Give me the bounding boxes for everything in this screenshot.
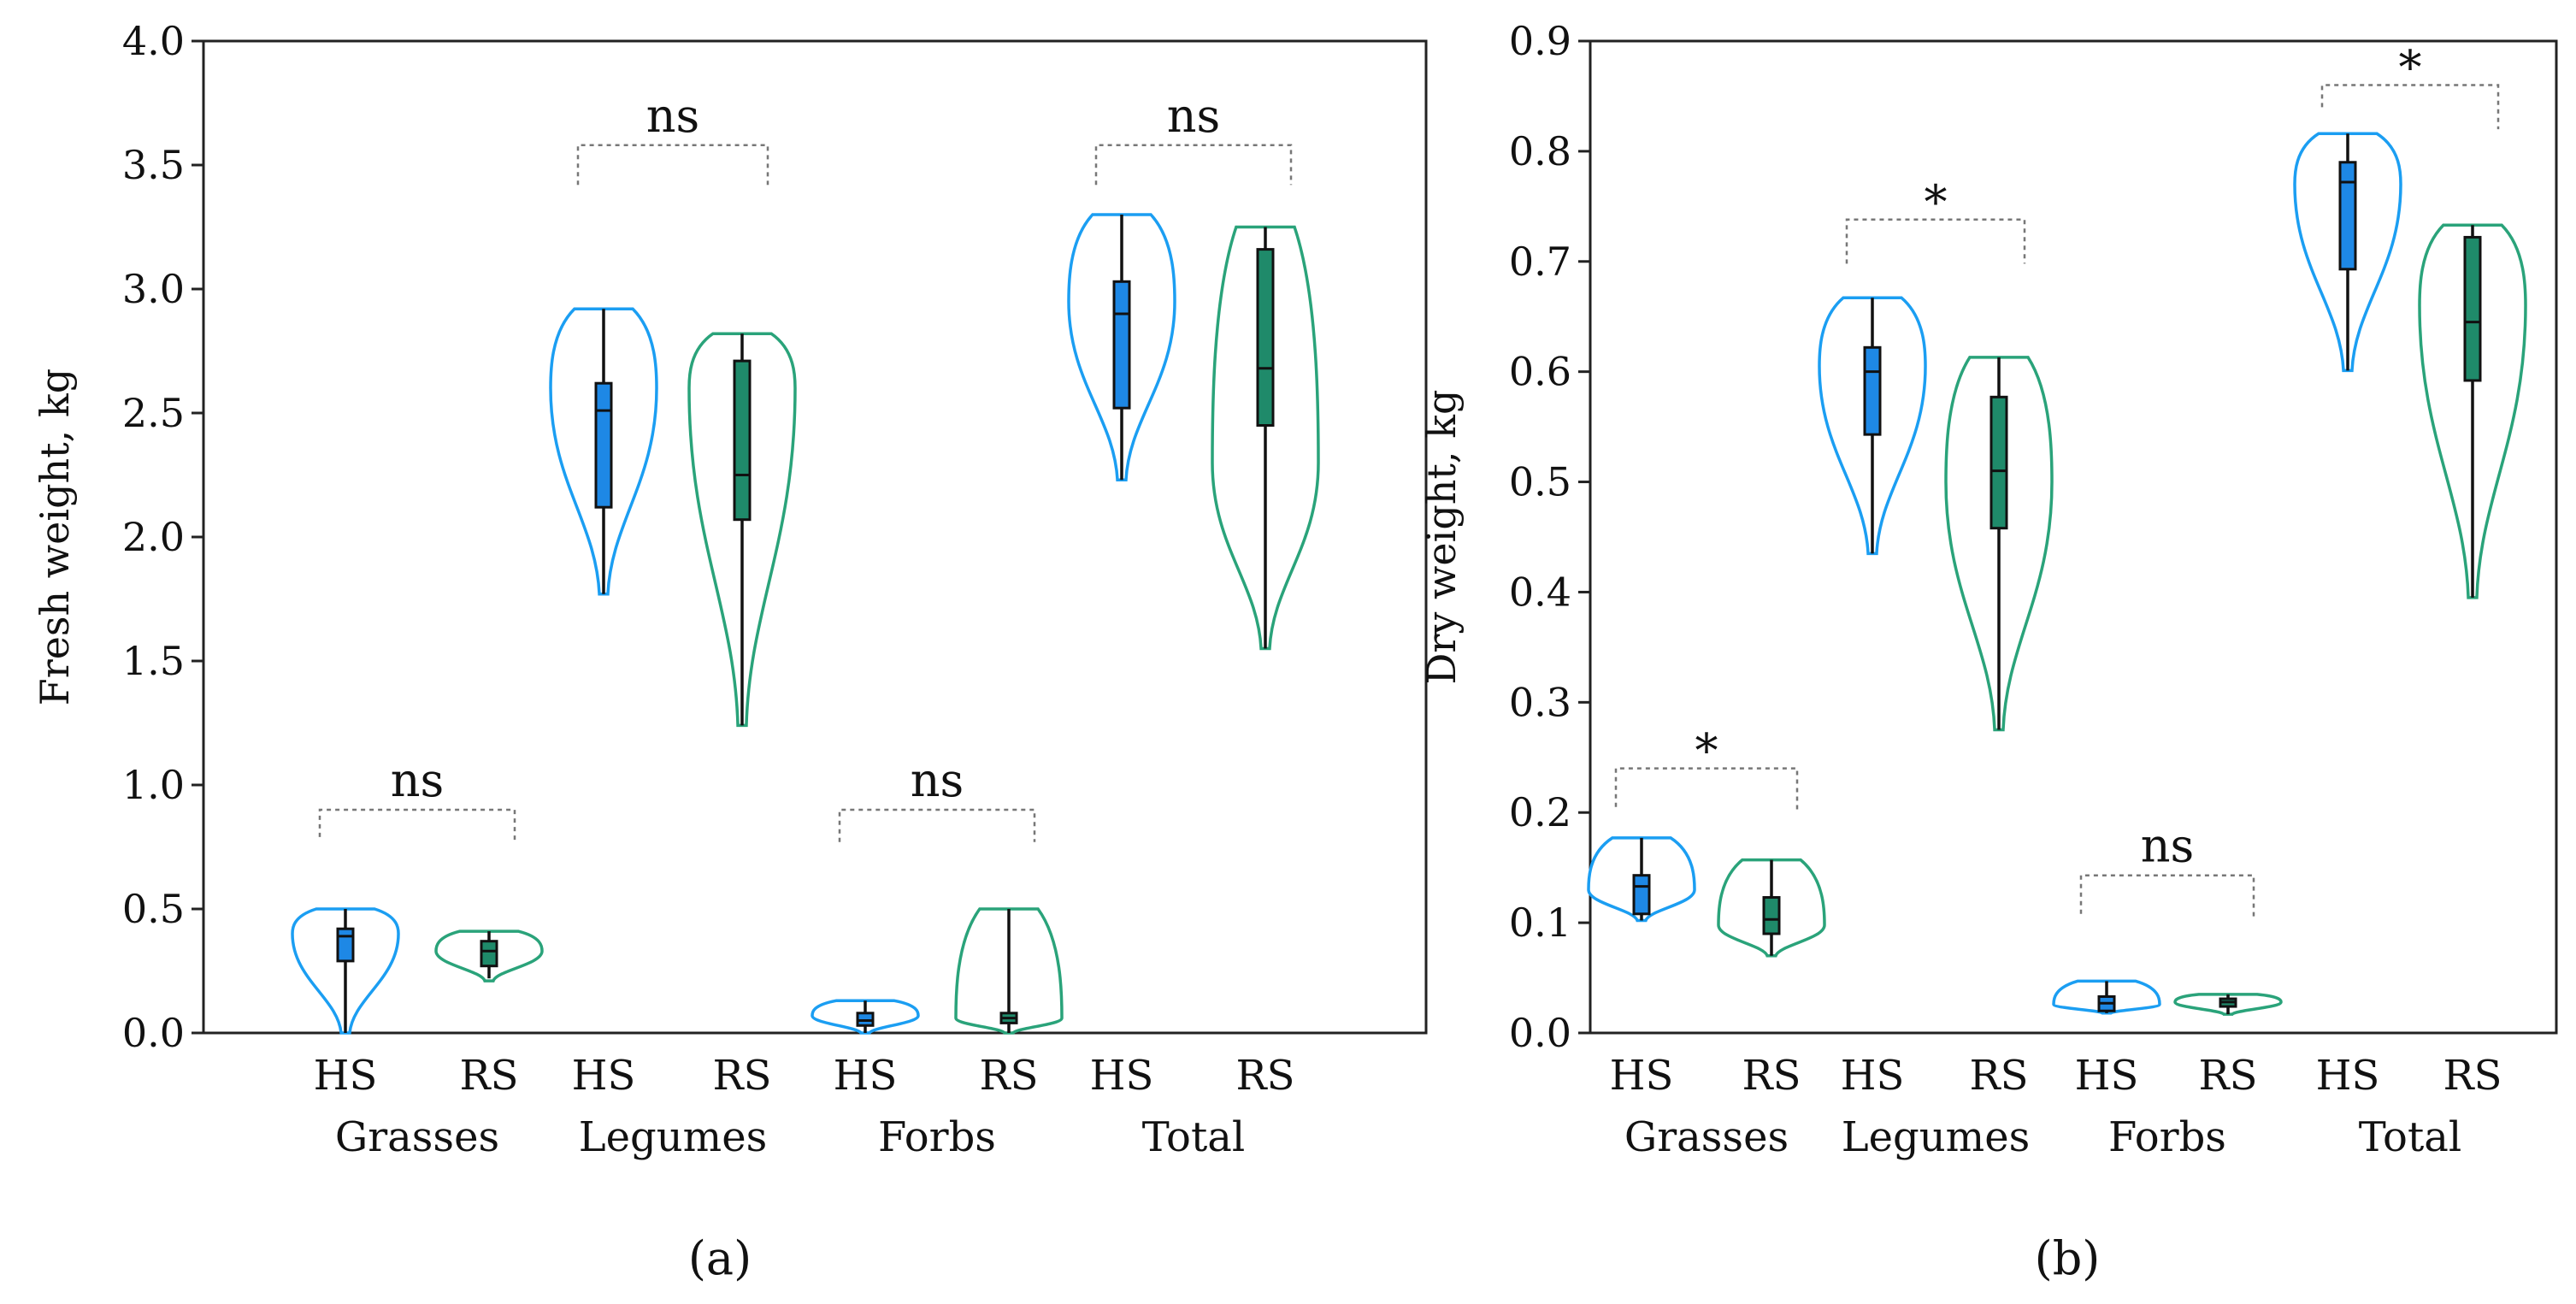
plot-frame: [1589, 39, 2558, 1035]
group-label: Grasses: [335, 1113, 499, 1161]
group-label: Legumes: [579, 1113, 767, 1161]
category-label: HS: [572, 1052, 636, 1100]
iqr-box: [1863, 345, 1882, 436]
group-label: Forbs: [2108, 1113, 2226, 1161]
iqr-box: [1256, 248, 1275, 427]
y-tick-label: 3.0: [122, 266, 185, 312]
y-tick-label: 0.5: [122, 886, 185, 932]
y-axis-label: Dry weight, kg: [1418, 390, 1465, 685]
y-tick-label: 0.8: [1509, 128, 1571, 174]
y-tick-label: 4.0: [122, 18, 185, 64]
category-label: RS: [459, 1052, 518, 1100]
category-label: HS: [1610, 1052, 1674, 1100]
panel-label: (b): [2035, 1231, 2101, 1285]
y-tick-label: 2.5: [122, 390, 185, 436]
significance-label: ns: [391, 753, 445, 807]
iqr-box: [1632, 874, 1651, 916]
category-label: RS: [1969, 1052, 2028, 1100]
panel-a-fresh-weight: 0.0 0.5 1.0 1.5 2.0 2.5 3.0 3.5 4.0 Fresh weight,…: [32, 18, 1428, 1285]
category-label: HS: [314, 1052, 378, 1100]
category-label: RS: [1235, 1052, 1294, 1100]
category-label: HS: [1841, 1052, 1905, 1100]
significance-bracket: [2320, 84, 2500, 130]
significance-bracket: [318, 808, 516, 842]
significance-label: *: [1695, 724, 1718, 778]
category-label: RS: [2443, 1052, 2502, 1100]
category-label: RS: [712, 1052, 771, 1100]
category-label: RS: [2198, 1052, 2257, 1100]
y-tick-label: 0.6: [1509, 349, 1571, 395]
iqr-box: [480, 940, 498, 968]
significance-bracket: [576, 144, 769, 186]
group-label: Grasses: [1624, 1113, 1789, 1161]
significance-label: *: [2399, 41, 2422, 95]
category-label: RS: [1742, 1052, 1801, 1100]
iqr-box: [336, 927, 355, 963]
group-label: Total: [2359, 1113, 2461, 1161]
category-label: HS: [2316, 1052, 2380, 1100]
significance-label: ns: [2141, 819, 2195, 873]
y-tick-label: 0.0: [1509, 1010, 1571, 1056]
significance-bracket: [2079, 874, 2255, 918]
y-tick-label: 3.5: [122, 142, 185, 188]
iqr-box: [1989, 395, 2008, 530]
y-tick-label: 0.5: [1509, 459, 1571, 505]
group-label: Legumes: [1842, 1113, 2030, 1161]
group-label: Forbs: [878, 1113, 996, 1161]
category-label: HS: [834, 1052, 898, 1100]
iqr-box: [733, 359, 752, 522]
significance-label: ns: [646, 89, 700, 143]
y-tick-label: 0.4: [1509, 569, 1571, 615]
group-label: Total: [1142, 1113, 1245, 1161]
iqr-box: [2463, 235, 2482, 382]
y-tick-label: 0.0: [122, 1010, 185, 1056]
y-tick-label: 1.5: [122, 638, 185, 684]
y-tick-label: 2.0: [122, 514, 185, 560]
panel-b-dry-weight: 0.0 0.1 0.2 0.3 0.4 0.5 0.6 0.7 0.8 0.9 Dry weight…: [1418, 18, 2558, 1285]
iqr-box: [594, 381, 613, 509]
y-tick-label: 0.2: [1509, 789, 1571, 835]
y-tick-label: 1.0: [122, 762, 185, 808]
y-tick-label: 0.7: [1509, 239, 1571, 285]
significance-label: *: [1925, 175, 1948, 229]
significance-label: ns: [911, 753, 964, 807]
significance-bracket: [838, 808, 1036, 842]
iqr-box: [2338, 161, 2357, 271]
significance-bracket: [1094, 144, 1293, 186]
category-label: HS: [2075, 1052, 2139, 1100]
y-axis-label: Fresh weight, kg: [32, 369, 78, 705]
iqr-box: [1112, 280, 1131, 410]
y-tick-label: 0.9: [1509, 18, 1571, 64]
category-label: HS: [1090, 1052, 1154, 1100]
iqr-box: [1762, 895, 1781, 935]
panel-label: (a): [688, 1231, 752, 1285]
significance-bracket: [1614, 767, 1799, 813]
y-tick-label: 0.1: [1509, 900, 1571, 946]
significance-label: ns: [1167, 89, 1221, 143]
y-tick-label: 0.3: [1509, 679, 1571, 725]
category-label: RS: [979, 1052, 1038, 1100]
